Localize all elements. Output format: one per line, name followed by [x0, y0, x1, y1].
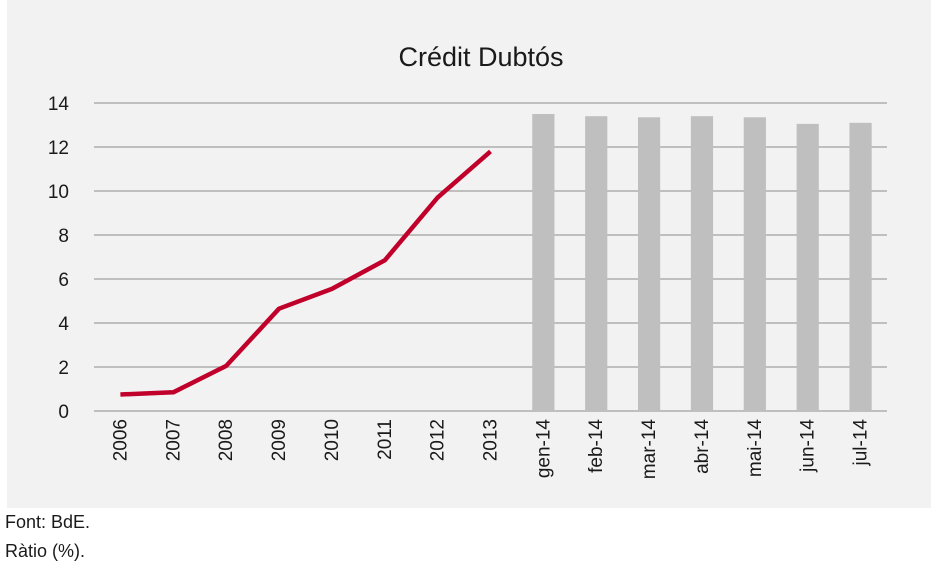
- x-tick-label: mai-14: [745, 419, 766, 478]
- bar-jul-14: [849, 122, 872, 412]
- x-tick-label: abr-14: [692, 419, 713, 474]
- gridlines: [94, 102, 887, 412]
- y-tick-label: 2: [58, 358, 69, 379]
- x-tick-label: 2012: [428, 419, 449, 461]
- bar-mai-14: [743, 117, 766, 412]
- x-tick-label: 2008: [216, 419, 237, 461]
- y-tick-label: 10: [48, 182, 69, 203]
- x-tick-label: 2007: [163, 419, 184, 461]
- bar-mar-14: [637, 117, 661, 412]
- x-tick-label: jun-14: [798, 419, 819, 473]
- y-tick-label: 14: [48, 94, 70, 115]
- y-tick-label: 8: [58, 226, 69, 247]
- x-tick-label: 2010: [322, 419, 343, 461]
- x-tick-label: 2009: [269, 419, 290, 461]
- bar-gen-14: [532, 114, 555, 411]
- bar-jun-14: [796, 123, 819, 412]
- x-tick-label: 2006: [110, 419, 131, 461]
- y-tick-label: 6: [58, 270, 69, 291]
- source-note: Font: BdE.: [5, 512, 91, 532]
- y-tick-label: 0: [58, 402, 69, 423]
- bar-feb-14: [585, 116, 608, 411]
- bars: [532, 114, 872, 412]
- chart-title: Crédit Dubtós: [398, 42, 563, 72]
- y-tick-label: 12: [48, 138, 69, 159]
- y-tick-label: 4: [58, 314, 69, 335]
- x-tick-label: gen-14: [533, 419, 554, 479]
- x-tick-label: mar-14: [639, 419, 660, 480]
- x-axis-ticks: 2006 2007 2008 2009 2010 2011 2012 2013 gen-14 fe…: [110, 419, 871, 480]
- line-series: [120, 149, 492, 397]
- y-axis-ticks: 0 2 4 6 8 10 12 14: [48, 94, 70, 423]
- x-tick-label: jul-14: [851, 419, 872, 467]
- bar-abr-14: [690, 116, 714, 411]
- chart-panel: Crédit Dubtós 0 2 4 6 8 10 12 14 2006 2007 2008 20…: [7, 0, 931, 508]
- x-tick-label: feb-14: [586, 419, 607, 473]
- x-tick-label: 2013: [481, 419, 502, 461]
- line-series-0: [120, 149, 492, 397]
- x-tick-label: 2011: [375, 419, 396, 460]
- unit-note: Ràtio (%).: [5, 541, 86, 561]
